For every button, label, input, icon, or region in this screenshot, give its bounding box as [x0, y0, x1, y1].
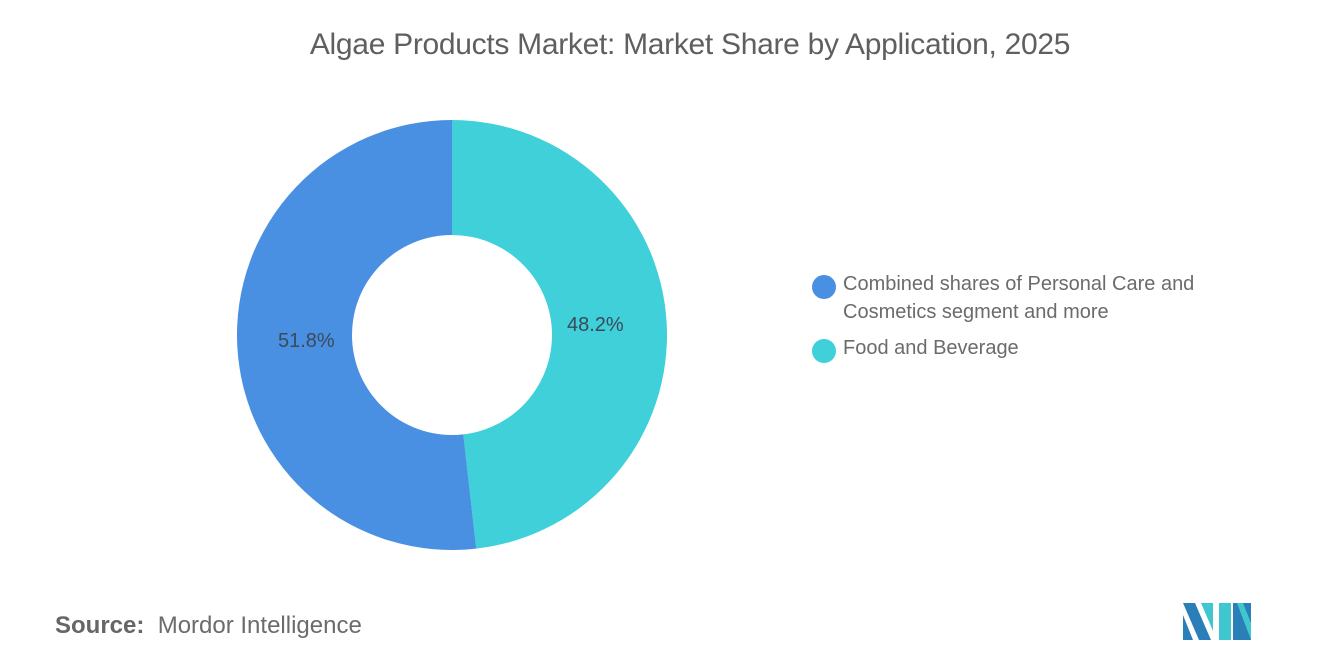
legend-dot-icon — [812, 275, 836, 299]
slice-personal-care[interactable] — [236, 120, 477, 551]
chart-legend: Combined shares of Personal Care and Cos… — [812, 270, 1252, 370]
source-value: Mordor Intelligence — [157, 612, 362, 639]
legend-dot-icon — [812, 339, 836, 363]
source-note: Source: Mordor Intelligence — [55, 612, 362, 640]
slice-food-beverage[interactable] — [452, 120, 667, 549]
legend-label: Food and Beverage — [843, 337, 1019, 359]
source-label: Source: — [55, 612, 145, 639]
slice-label-personal-care: 51.8% — [278, 330, 335, 352]
mordor-intelligence-logo-icon — [1183, 603, 1251, 640]
slice-label-food-beverage: 48.2% — [567, 314, 624, 336]
legend-item-food-beverage[interactable]: Food and Beverage — [812, 334, 1252, 363]
legend-item-personal-care[interactable]: Combined shares of Personal Care and Cos… — [812, 270, 1252, 326]
chart-title: Algae Products Market: Market Share by A… — [309, 28, 1071, 61]
legend-label: Combined shares of Personal Care and Cos… — [843, 273, 1195, 323]
